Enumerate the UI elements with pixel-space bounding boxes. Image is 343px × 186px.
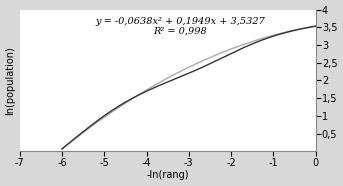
Y-axis label: ln(population): ln(population) [5, 46, 15, 115]
Text: R² = 0,998: R² = 0,998 [153, 27, 207, 36]
Text: y = -0,0638x² + 0,1949x + 3,5327: y = -0,0638x² + 0,1949x + 3,5327 [95, 17, 265, 25]
X-axis label: -ln(rang): -ln(rang) [146, 170, 189, 180]
